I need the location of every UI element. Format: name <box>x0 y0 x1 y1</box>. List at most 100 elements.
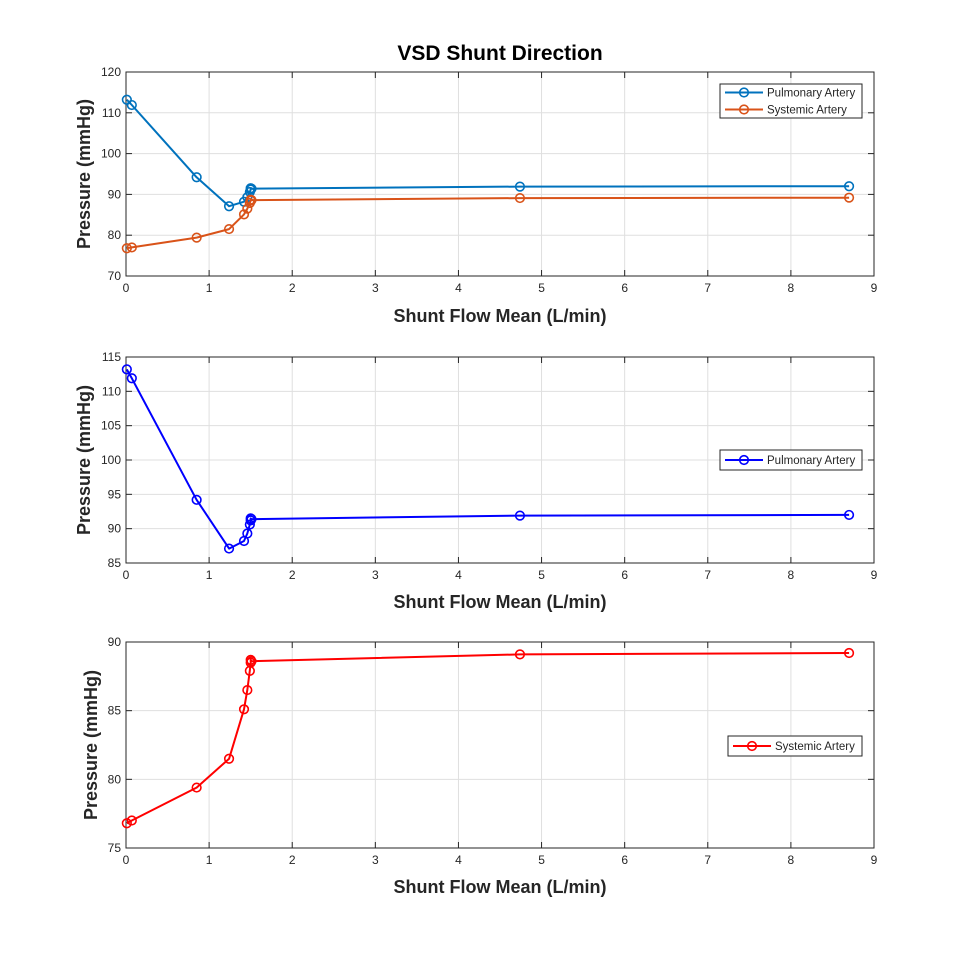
x-tick-label: 6 <box>621 568 628 582</box>
x-tick-label: 7 <box>704 281 711 295</box>
series-line <box>126 652 850 825</box>
legend: Pulmonary Artery <box>719 449 863 471</box>
x-axis-label: Shunt Flow Mean (L/min) <box>394 306 607 326</box>
data-point <box>843 192 855 203</box>
x-tick-label: 3 <box>372 853 379 867</box>
data-point <box>843 181 855 192</box>
x-tick-label: 2 <box>289 568 296 582</box>
x-tick-label: 8 <box>788 281 795 295</box>
data-point <box>223 543 235 554</box>
x-tick-label: 8 <box>788 853 795 867</box>
x-tick-label: 4 <box>455 853 462 867</box>
y-tick-label: 85 <box>108 556 122 570</box>
x-tick-label: 9 <box>871 568 878 582</box>
data-point <box>126 242 137 253</box>
legend-entry: Systemic Artery <box>775 741 855 753</box>
legend-swatch-marker <box>738 87 750 98</box>
legend-entry: Systemic Artery <box>767 105 847 117</box>
y-tick-label: 100 <box>101 453 121 467</box>
x-tick-label: 0 <box>123 568 130 582</box>
x-tick-label: 1 <box>206 568 213 582</box>
x-tick-label: 4 <box>455 281 462 295</box>
data-point <box>242 528 253 539</box>
data-point <box>126 373 137 384</box>
series-1 <box>121 364 855 554</box>
axes-box <box>125 641 875 849</box>
x-tick-label: 0 <box>123 281 130 295</box>
series-1 <box>121 647 855 829</box>
x-tick-label: 2 <box>289 853 296 867</box>
x-axis-label: Shunt Flow Mean (L/min) <box>394 877 607 897</box>
data-point <box>121 243 132 254</box>
data-point <box>514 192 526 204</box>
legend: Pulmonary Artery Systemic Artery <box>719 83 863 119</box>
data-point <box>246 513 257 525</box>
series-line <box>126 196 850 250</box>
data-point <box>514 181 526 192</box>
y-tick-label: 120 <box>101 65 121 79</box>
y-tick-label: 70 <box>108 269 122 283</box>
data-point <box>246 183 257 194</box>
y-axis-label: Pressure (mmHg) <box>74 385 94 535</box>
x-tick-label: 0 <box>123 853 130 867</box>
x-tick-label: 3 <box>372 281 379 295</box>
legend-entry: Pulmonary Artery <box>767 88 855 100</box>
data-point <box>126 815 137 826</box>
figure-title: VSD Shunt Direction <box>397 42 602 65</box>
data-point <box>514 510 526 521</box>
data-point <box>191 172 202 183</box>
y-axis-label: Pressure (mmHg) <box>74 99 94 249</box>
x-axis-label: Shunt Flow Mean (L/min) <box>394 592 607 612</box>
x-tick-label: 3 <box>372 568 379 582</box>
y-tick-label: 80 <box>108 772 122 786</box>
data-point <box>223 223 235 235</box>
x-tick-label: 4 <box>455 568 462 582</box>
y-tick-label: 85 <box>108 704 122 718</box>
y-tick-label: 100 <box>101 147 121 161</box>
y-tick-label: 95 <box>108 487 122 501</box>
data-point <box>246 195 257 206</box>
data-point <box>514 649 526 660</box>
data-point <box>121 364 132 375</box>
subplot-1: 0 1 2 3 4 5 6 7 8 9 70 80 90 100 110 120 Shunt Flow Mean… <box>74 65 878 326</box>
data-point <box>244 519 255 530</box>
data-point <box>191 782 202 793</box>
x-tick-label: 7 <box>704 568 711 582</box>
data-point <box>191 494 202 505</box>
x-tick-label: 6 <box>621 853 628 867</box>
data-point <box>121 818 132 829</box>
y-tick-label: 105 <box>101 419 121 433</box>
data-point <box>223 201 235 212</box>
y-tick-label: 90 <box>108 187 122 201</box>
data-point <box>191 232 202 243</box>
data-point <box>238 704 250 715</box>
data-point <box>246 656 257 667</box>
legend-box <box>727 735 863 757</box>
data-point <box>242 684 253 696</box>
legend-swatch-marker <box>746 740 758 752</box>
series-1 <box>121 94 855 212</box>
legend-swatch-marker <box>738 454 750 466</box>
x-tick-label: 9 <box>871 281 878 295</box>
legend-swatch-marker <box>738 104 750 115</box>
y-tick-label: 90 <box>108 635 122 649</box>
legend-entry: Pulmonary Artery <box>767 455 855 467</box>
x-tick-label: 5 <box>538 568 545 582</box>
legend-box <box>719 449 863 471</box>
data-point <box>126 99 137 111</box>
data-point <box>223 753 235 764</box>
data-point <box>843 509 855 521</box>
y-tick-label: 90 <box>108 522 122 536</box>
axes-box <box>125 71 875 277</box>
x-tick-label: 5 <box>538 853 545 867</box>
subplot-2: 0 1 2 3 4 5 6 7 8 9 85 90 95 100 105 110 115 Shunt Flow M… <box>74 350 878 612</box>
series-2 <box>121 192 855 254</box>
x-tick-label: 7 <box>704 853 711 867</box>
x-tick-label: 9 <box>871 853 878 867</box>
series-line <box>126 99 850 208</box>
y-tick-label: 110 <box>102 384 121 398</box>
x-tick-label: 1 <box>206 853 213 867</box>
x-tick-label: 2 <box>289 281 296 295</box>
